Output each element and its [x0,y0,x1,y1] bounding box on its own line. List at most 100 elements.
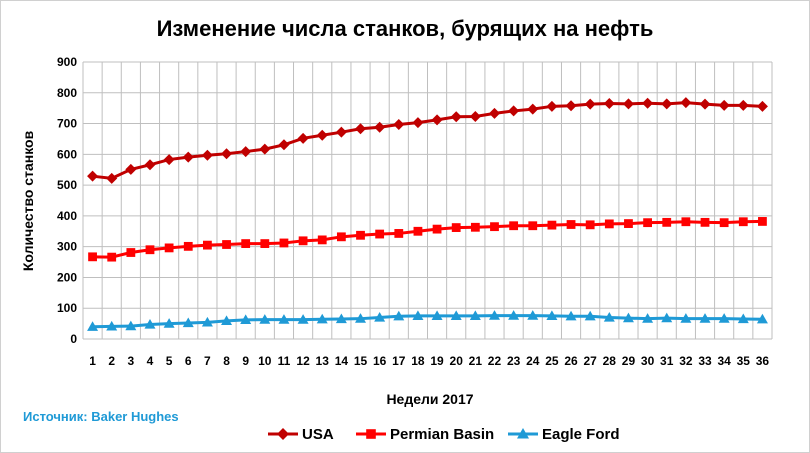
data-point [451,223,461,232]
data-point [201,316,213,327]
data-point [584,98,596,110]
x-tick-label: 9 [242,354,249,368]
y-tick-labels: 0 100 200 300 400 500 600 700 800 900 [57,55,77,346]
data-point [412,117,424,129]
data-point [756,100,768,112]
data-point [604,219,614,229]
x-tick-label: 10 [258,354,272,368]
data-point [642,313,654,323]
x-tick-label: 17 [392,354,406,368]
data-point [144,319,156,329]
legend-label: Permian Basin [390,426,494,443]
y-axis-title: Количество станков [20,130,36,271]
x-tick-label: 26 [564,354,578,368]
data-point [509,221,519,231]
data-point [316,313,328,324]
x-tick-label: 7 [204,354,211,368]
data-point [278,139,290,151]
data-point [107,252,117,262]
data-point [488,310,500,320]
x-tick-label: 32 [679,354,693,368]
data-point [297,314,309,324]
data-point [450,310,462,321]
x-tick-label: 6 [185,354,192,368]
data-point [394,229,404,238]
data-point [469,310,481,321]
x-tick-label: 1 [89,354,96,368]
data-point [126,248,136,257]
x-tick-label: 12 [296,354,310,368]
data-point [240,146,252,158]
data-point [622,312,634,323]
x-tick-label: 19 [430,354,444,368]
data-point [737,313,749,324]
data-point [470,222,480,232]
x-tick-label: 14 [335,354,349,368]
y-tick-label: 0 [70,332,77,346]
data-point [624,219,633,228]
data-point [335,313,347,324]
data-point [680,97,692,109]
data-point [517,428,529,439]
data-point [431,310,443,321]
data-point [366,429,376,439]
x-tick-label: 35 [737,354,751,368]
x-tick-label: 4 [147,354,154,368]
data-point [450,111,462,123]
data-point [393,118,405,130]
data-point [374,121,386,133]
data-point [317,235,327,245]
y-tick-label: 100 [57,301,77,315]
legend-item: Permian Basin [356,426,494,443]
data-point [528,221,538,231]
source-note: Источник: Baker Hughes [23,409,179,424]
data-point [508,310,520,320]
data-point [469,110,481,122]
x-tick-label: 15 [354,354,368,368]
data-point [298,236,308,246]
y-tick-label: 500 [57,178,77,192]
data-point [183,241,193,251]
x-tick-label: 27 [584,354,598,368]
data-point [584,310,596,321]
data-point [355,123,367,135]
data-point [182,317,194,328]
x-tick-label: 18 [411,354,425,368]
data-point [203,240,212,250]
data-point [240,314,252,325]
data-point [87,321,99,331]
data-point [680,313,692,323]
x-axis-title: Недели 2017 [386,391,473,407]
data-point [546,100,558,112]
x-tick-label: 28 [603,354,617,368]
data-point [125,163,137,175]
data-point [718,99,730,111]
data-point [547,220,557,230]
data-point [164,243,174,253]
data-point [508,105,520,117]
legend-label: Eagle Ford [542,426,620,443]
data-point [432,224,442,234]
y-tick-label: 300 [57,240,77,254]
y-tick-label: 800 [57,86,77,100]
legend-item: Eagle Ford [508,426,620,443]
x-tick-label: 2 [108,354,115,368]
data-point [144,159,156,171]
x-tick-label: 8 [223,354,230,368]
data-point [222,240,231,249]
data-point [681,217,691,227]
legend: USA Permian Basin Eagle Ford [268,426,620,443]
data-point [374,311,386,322]
data-point [279,238,289,248]
data-point [221,148,233,160]
data-point [375,229,385,239]
data-point [431,114,443,126]
data-point [182,151,194,163]
data-point [125,320,137,331]
data-point [718,313,730,323]
x-tick-label: 20 [450,354,464,368]
data-point [106,172,118,184]
data-point [719,218,729,228]
